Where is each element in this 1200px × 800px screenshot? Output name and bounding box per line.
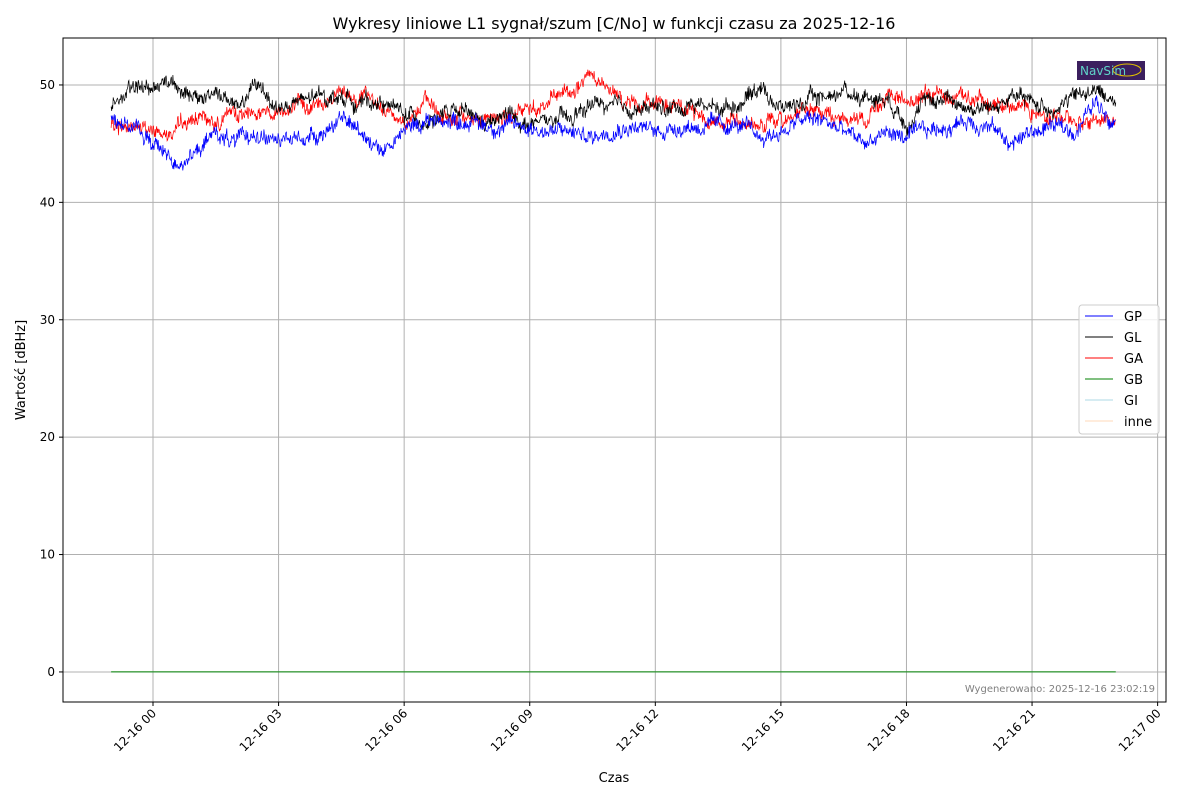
x-axis-ticks: 12-16 00 12-16 03 12-16 06 12-16 09 12-16 12… xyxy=(111,702,1164,754)
y-tick-label: 20 xyxy=(40,430,55,444)
y-tick-label: 0 xyxy=(47,665,55,679)
series-lines xyxy=(110,69,1117,673)
legend-label: GP xyxy=(1124,310,1142,325)
x-tick-label: 12-16 15 xyxy=(739,706,787,754)
legend-label: inne xyxy=(1124,415,1152,430)
logo-text: NavSim xyxy=(1080,64,1126,78)
x-tick-label: 12-16 09 xyxy=(488,706,536,754)
x-tick-label: 12-16 12 xyxy=(613,706,661,754)
y-tick-label: 40 xyxy=(40,195,55,209)
series-line-gl xyxy=(110,74,1117,137)
x-axis-label: Czas xyxy=(599,771,630,786)
legend: GP GL GA GB GI inne xyxy=(1078,304,1160,435)
y-tick-label: 30 xyxy=(40,313,55,327)
x-tick-label: 12-16 06 xyxy=(362,706,410,754)
legend-label: GA xyxy=(1124,352,1143,367)
y-axis-label: Wartość [dBHz] xyxy=(14,320,29,420)
x-tick-label: 12-16 18 xyxy=(865,706,913,754)
y-axis-ticks: 0 10 20 30 40 50 xyxy=(40,78,63,679)
series-line-gp xyxy=(110,95,1116,171)
y-tick-label: 50 xyxy=(40,78,55,92)
x-tick-label: 12-17 00 xyxy=(1116,706,1164,754)
y-tick-label: 10 xyxy=(40,548,55,562)
x-tick-label: 12-16 03 xyxy=(237,706,285,754)
legend-label: GB xyxy=(1124,373,1143,388)
legend-label: GL xyxy=(1124,331,1142,346)
x-tick-label: 12-16 00 xyxy=(111,706,159,754)
series-line-ga xyxy=(110,69,1117,142)
chart-title: Wykresy liniowe L1 sygnał/szum [C/No] w … xyxy=(333,14,896,33)
generated-timestamp: Wygenerowano: 2025-12-16 23:02:19 xyxy=(965,684,1155,695)
navsim-logo: NavSim xyxy=(1077,61,1145,80)
x-tick-label: 12-16 21 xyxy=(990,706,1038,754)
plot-frame xyxy=(62,37,1167,703)
legend-label: GI xyxy=(1124,394,1138,409)
